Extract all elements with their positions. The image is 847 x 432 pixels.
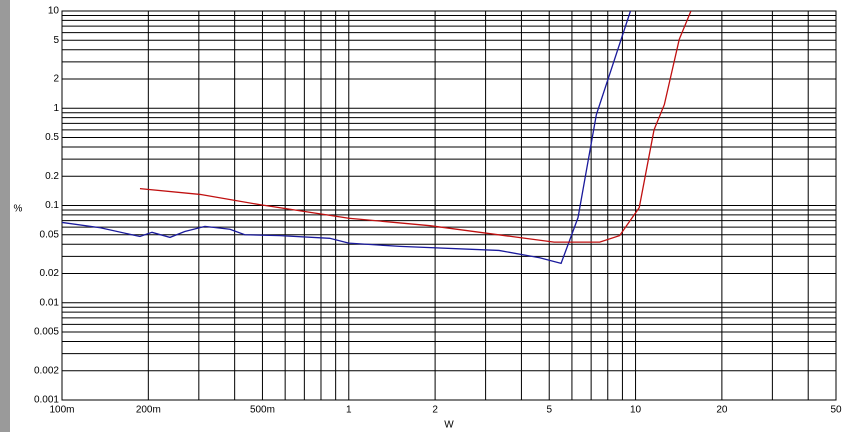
series-line [62,11,632,265]
x-tick-label: 10 [630,405,642,416]
y-tick-label: 0.01 [40,297,60,308]
y-tick-label: 0.5 [45,132,59,143]
y-axis-label: % [14,204,23,215]
y-tick-label: 0.005 [34,327,59,338]
x-tick-label: 500m [250,405,275,416]
series-line [139,11,692,243]
y-tick-label: 0.002 [34,365,59,376]
y-tick-label: 0.02 [40,268,60,279]
x-tick-label: 20 [716,405,728,416]
side-strip [0,0,10,432]
x-tick-label: 5 [546,405,552,416]
y-tick-label: 0.001 [34,395,59,406]
x-tick-label: 1 [346,405,352,416]
x-tick-label: 200m [136,405,161,416]
x-tick-label: 50 [830,405,842,416]
x-axis-label: W [444,420,454,431]
x-tick-label: 2 [432,405,438,416]
y-tick-label: 10 [48,6,60,17]
y-tick-label: 0.1 [45,200,59,211]
y-tick-label: 2 [53,74,59,85]
x-tick-label: 100m [49,405,74,416]
y-tick-label: 0.05 [40,229,60,240]
y-tick-label: 1 [53,103,59,114]
y-tick-label: 5 [53,35,59,46]
y-tick-label: 0.2 [45,171,59,182]
